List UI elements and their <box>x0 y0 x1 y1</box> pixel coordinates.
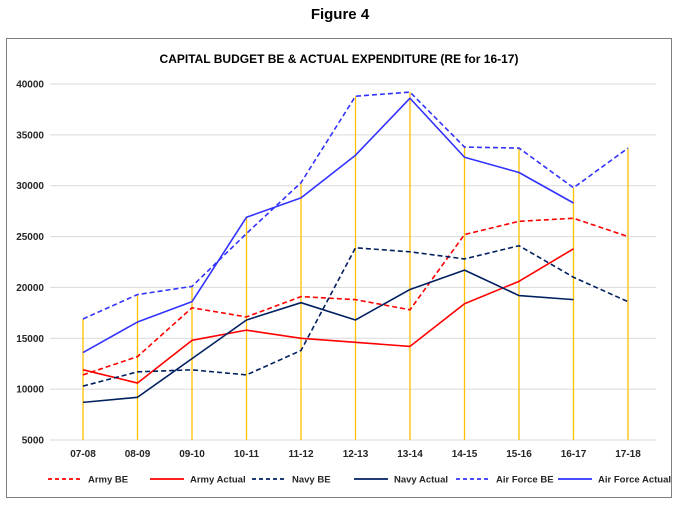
legend-label-army-actual: Army Actual <box>190 475 246 486</box>
series-line-air-force-actual <box>82 97 574 354</box>
x-tick-label-07-08: 07-08 <box>70 449 96 460</box>
x-axis-ticks: 07-08 08-09 09-10 10-11 11-12 12-13 13-14 14-15… <box>70 449 641 460</box>
y-tick-label-5000: 5000 <box>22 436 45 447</box>
legend-label-navy-be: Navy BE <box>292 475 331 486</box>
x-tick-label-16-17: 16-17 <box>561 449 587 460</box>
legend-label-army-be: Army BE <box>88 475 128 486</box>
chart-title: CAPITAL BUDGET BE & ACTUAL EXPENDITURE (… <box>160 52 519 66</box>
y-axis-ticks: 5000 10000 15000 20000 25000 30000 35000 40000 <box>16 80 44 447</box>
drop-lines <box>82 92 629 440</box>
legend-label-air-force-actual: Air Force Actual <box>598 475 671 486</box>
series-line-army-actual <box>82 248 574 384</box>
x-tick-label-08-09: 08-09 <box>125 449 151 460</box>
legend-label-air-force-be: Air Force BE <box>496 475 554 486</box>
x-tick-label-15-16: 15-16 <box>506 449 532 460</box>
y-tick-label-40000: 40000 <box>16 80 44 91</box>
legend-label-navy-actual: Navy Actual <box>394 475 448 486</box>
x-tick-label-10-11: 10-11 <box>234 449 259 460</box>
x-tick-label-11-12: 11-12 <box>288 449 313 460</box>
x-tick-label-12-13: 12-13 <box>343 449 369 460</box>
grid-lines <box>50 83 656 441</box>
y-tick-label-25000: 25000 <box>16 232 44 243</box>
x-tick-label-09-10: 09-10 <box>179 449 205 460</box>
y-tick-label-20000: 20000 <box>16 283 44 294</box>
y-tick-label-15000: 15000 <box>16 334 44 345</box>
figure-label: Figure 4 <box>310 6 370 23</box>
y-tick-label-10000: 10000 <box>16 385 44 396</box>
x-tick-label-14-15: 14-15 <box>452 449 478 460</box>
series-lines <box>82 91 629 404</box>
x-tick-label-17-18: 17-18 <box>615 449 641 460</box>
x-tick-label-13-14: 13-14 <box>397 449 423 460</box>
series-line-navy-be <box>82 244 629 387</box>
y-tick-label-35000: 35000 <box>16 130 44 141</box>
chart-frame <box>6 38 672 498</box>
legend: Army BE Army Actual Navy BE Navy Actual Air … <box>48 475 671 486</box>
y-tick-label-30000: 30000 <box>16 181 44 192</box>
series-line-navy-actual <box>82 269 574 404</box>
series-line-air-force-be <box>82 91 629 320</box>
